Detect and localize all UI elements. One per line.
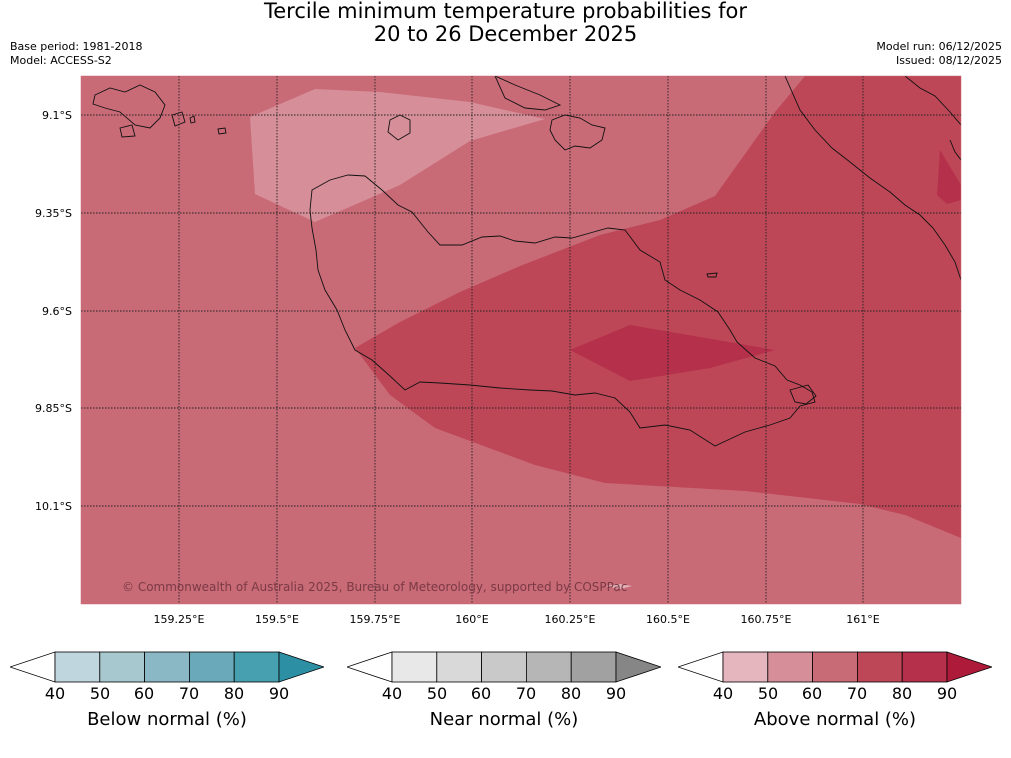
legend-swatch	[767, 651, 814, 683]
tick-below-60: 60	[133, 684, 155, 703]
tick-above-70: 70	[846, 684, 868, 703]
lat-label-5: 10.1°S	[35, 500, 72, 513]
tick-below-90: 90	[268, 684, 290, 703]
title-line-2: 20 to 26 December 2025	[373, 22, 638, 46]
tick-near-80: 80	[560, 684, 582, 703]
legend-extend-low	[678, 651, 724, 683]
nggela-islands	[549, 114, 606, 151]
lon-label-3: 159.75°E	[349, 613, 401, 626]
tick-below-40: 40	[44, 684, 66, 703]
legend-near-normal	[347, 651, 661, 683]
prob-zone-80-90-east	[937, 150, 961, 204]
legend-extend-high	[278, 651, 324, 683]
legend-swatch	[525, 651, 572, 683]
tick-below-80: 80	[223, 684, 245, 703]
legend-swatch	[570, 651, 617, 683]
lon-label-6: 160.5°E	[646, 613, 690, 626]
lon-label-5: 160.25°E	[544, 613, 596, 626]
legend-extend-high	[946, 651, 992, 683]
legend-extend-high	[615, 651, 661, 683]
tick-above-60: 60	[801, 684, 823, 703]
legend-swatch	[391, 651, 438, 683]
legend-extend-low	[10, 651, 56, 683]
tick-near-90: 90	[605, 684, 627, 703]
legend-swatch	[99, 651, 146, 683]
lon-label-8: 161°E	[846, 613, 880, 626]
map-title: Tercile minimum temperature probabilitie…	[0, 0, 1011, 46]
tick-above-90: 90	[936, 684, 958, 703]
legend-swatch	[722, 651, 769, 683]
legend-title-above: Above normal (%)	[753, 709, 917, 730]
prob-zone-80-90	[570, 325, 775, 381]
model-text: Model: ACCESS-S2	[10, 54, 112, 67]
tick-above-80: 80	[891, 684, 913, 703]
lat-label-1: 9.1°S	[42, 109, 72, 122]
lon-label-2: 159.5°E	[255, 613, 299, 626]
coastlines	[92, 76, 961, 447]
lat-label-3: 9.6°S	[42, 305, 72, 318]
legend-title-near: Near normal (%)	[429, 709, 579, 730]
copyright-notice: © Commonwealth of Australia 2025, Bureau…	[122, 580, 628, 594]
legend-swatch	[812, 651, 858, 683]
guadalcanal-island	[309, 174, 816, 447]
lat-label-4: 9.85°S	[35, 402, 72, 415]
tick-near-40: 40	[381, 684, 403, 703]
tick-near-60: 60	[470, 684, 492, 703]
meta-right: Model run: 06/12/2025 Issued: 08/12/2025	[876, 40, 1002, 68]
graticule	[81, 76, 961, 604]
meta-left: Base period: 1981-2018 Model: ACCESS-S2	[10, 40, 142, 68]
legend-swatch	[144, 651, 190, 683]
legend-swatch	[901, 651, 948, 683]
tick-near-70: 70	[515, 684, 537, 703]
legend-swatch	[856, 651, 903, 683]
prob-zone-50-60	[250, 89, 545, 222]
probability-map	[80, 75, 962, 605]
tick-near-50: 50	[426, 684, 448, 703]
tick-above-50: 50	[757, 684, 779, 703]
legend-swatch	[436, 651, 483, 683]
santa-isabel-island	[784, 76, 961, 281]
legend-above-normal	[678, 651, 992, 683]
savo-island	[387, 114, 411, 141]
prob-zone-70-80	[355, 76, 961, 538]
legend-swatch	[54, 651, 101, 683]
russell-islands	[92, 84, 166, 129]
tick-below-50: 50	[89, 684, 111, 703]
legend-title-below: Below normal (%)	[87, 709, 247, 730]
tick-below-70: 70	[178, 684, 200, 703]
base-period-text: Base period: 1981-2018	[10, 40, 143, 53]
lon-label-1: 159.25°E	[153, 613, 205, 626]
title-line-1: Tercile minimum temperature probabilitie…	[263, 0, 748, 23]
issued-text: Issued: 08/12/2025	[895, 54, 1002, 67]
tick-above-40: 40	[712, 684, 734, 703]
legend-swatch	[481, 651, 527, 683]
legend-below-normal	[10, 651, 324, 683]
lon-label-4: 160°E	[455, 613, 489, 626]
legend-swatch	[233, 651, 280, 683]
legend-extend-low	[347, 651, 393, 683]
legend-swatch	[188, 651, 235, 683]
model-run-text: Model run: 06/12/2025	[876, 40, 1002, 53]
lat-label-2: 9.35°S	[35, 207, 72, 220]
lon-label-7: 160.75°E	[740, 613, 792, 626]
